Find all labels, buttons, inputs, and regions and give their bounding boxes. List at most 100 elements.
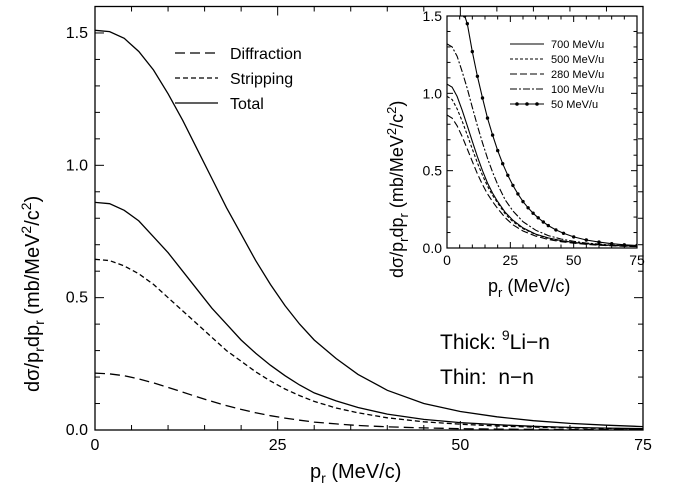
inset-series-4-point bbox=[490, 133, 495, 137]
annotation-thick-pre: Thick: bbox=[440, 331, 502, 354]
inset-series-4-point bbox=[506, 173, 510, 177]
main-y-axis-title-a: dσ/p bbox=[22, 352, 44, 392]
main-y-axis-title-d: /c bbox=[22, 210, 44, 226]
inset-series-4-point bbox=[584, 238, 588, 242]
inset-series-4-point bbox=[541, 220, 545, 224]
inset-series-4-point bbox=[485, 116, 490, 120]
inset-y-axis-title-a: dσ/p bbox=[387, 242, 407, 278]
inset-legend-label-50: 50 MeV/u bbox=[551, 99, 598, 111]
inset-y-axis-title-b: dp bbox=[387, 217, 407, 237]
main-y-axis-title-sub2: r bbox=[31, 320, 47, 325]
main-y-tick-label: 0.0 bbox=[66, 422, 88, 439]
inset-y-axis-title-sup2: 2 bbox=[384, 107, 399, 114]
inset-series-4-point bbox=[496, 148, 500, 153]
inset-series-4 bbox=[464, 16, 637, 247]
main-tick-labels: 0 25 50 75 0.0 0.5 1.0 1.5 bbox=[66, 25, 652, 454]
inset-series-4-point bbox=[501, 162, 505, 166]
main-y-axis-title-sup2: 2 bbox=[18, 202, 34, 210]
inset-y-axis-title-c: (mb/MeV bbox=[387, 135, 407, 213]
inset-series-4-point bbox=[554, 228, 558, 232]
inset-series-4-point bbox=[516, 192, 520, 196]
inset-x-tick-label: 50 bbox=[566, 252, 582, 268]
inset-x-axis-title-sub: r bbox=[498, 285, 503, 300]
main-x-tick-label: 50 bbox=[451, 437, 469, 454]
inset-y-axis-title: dσ/prdpr (mb/MeV2/c2) bbox=[384, 101, 411, 278]
annotation-thin: Thin: n−n bbox=[440, 366, 534, 389]
annotation-thick: Thick: 9Li−n bbox=[440, 327, 550, 354]
inset-legend-label-100: 100 MeV/u bbox=[551, 84, 604, 96]
main-y-axis-title-c: (mb/MeV bbox=[22, 233, 44, 320]
main-curves bbox=[95, 29, 643, 430]
main-x-tick-label: 25 bbox=[269, 437, 287, 454]
legend-label-total: Total bbox=[230, 96, 264, 113]
inset-y-axis-title-d: /c bbox=[387, 114, 407, 128]
main-series-0 bbox=[95, 29, 643, 428]
main-ticks bbox=[94, 6, 644, 431]
main-y-axis-title: dσ/prdpr (mb/MeV2/c2) bbox=[18, 196, 47, 392]
inset-series-4-point bbox=[531, 211, 535, 215]
inset-legend-label-700: 700 MeV/u bbox=[551, 39, 604, 51]
main-y-tick-label: 1.0 bbox=[66, 157, 88, 174]
inset-legend-label-280: 280 MeV/u bbox=[551, 69, 604, 81]
main-x-tick-label: 75 bbox=[634, 437, 652, 454]
inset-y-tick-label: 1.5 bbox=[423, 8, 443, 24]
inset-plot-frame bbox=[446, 15, 638, 249]
annotation-thick-post: Li−n bbox=[510, 331, 550, 354]
inset-y-axis-title-e: ) bbox=[387, 101, 407, 107]
main-x-tick-label: 0 bbox=[91, 437, 100, 454]
inset-series-4-point bbox=[536, 216, 540, 220]
inset-legend-dot-50a bbox=[515, 102, 519, 106]
main-series-3 bbox=[95, 372, 643, 430]
inset-y-axis-title-sub1: r bbox=[396, 237, 411, 242]
main-y-axis-title-sub1: r bbox=[31, 347, 47, 352]
inset-series-4-point bbox=[572, 235, 576, 239]
main-plot: 0 25 50 75 0.0 0.5 1.0 1.5 Diffraction Strippin… bbox=[18, 5, 652, 486]
inset-y-tick-label: 1.0 bbox=[423, 85, 443, 101]
inset-legend-dot-50b bbox=[525, 102, 529, 106]
inset-x-tick-label: 75 bbox=[629, 252, 645, 268]
legend-label-stripping: Stripping bbox=[230, 71, 293, 88]
main-y-axis-title-sup: 2 bbox=[18, 226, 34, 234]
inset-series-4-point bbox=[546, 223, 550, 228]
inset-series-2 bbox=[447, 114, 637, 248]
main-x-axis-title-rest: (MeV/c) bbox=[326, 461, 402, 483]
inset-y-tick-label: 0.0 bbox=[423, 240, 443, 256]
main-y-axis-title-e: ) bbox=[22, 196, 44, 203]
inset-series-4-point bbox=[511, 183, 515, 188]
inset-series-4-point bbox=[465, 22, 469, 26]
main-x-axis-title-sub: r bbox=[321, 470, 326, 486]
inset-series-3 bbox=[447, 43, 637, 247]
inset-x-tick-label: 0 bbox=[443, 252, 451, 268]
inset-series-4-point bbox=[610, 242, 614, 246]
main-series-2 bbox=[95, 258, 643, 430]
inset-series-4-point bbox=[561, 231, 566, 235]
main-y-tick-label: 0.5 bbox=[66, 290, 88, 307]
inset-curves bbox=[447, 16, 637, 248]
inset-series-4-point bbox=[475, 74, 480, 79]
annotation-thin-text: Thin: n−n bbox=[440, 366, 534, 389]
inset-y-axis-title-sub2: r bbox=[396, 212, 411, 217]
inset-tick-labels: 0 25 50 75 0.0 0.5 1.0 1.5 bbox=[423, 8, 645, 268]
main-legend: Diffraction Stripping Total bbox=[175, 46, 302, 113]
inset-x-tick-label: 25 bbox=[503, 252, 519, 268]
inset-legend-label-500: 500 MeV/u bbox=[551, 54, 604, 66]
inset-series-4-point bbox=[597, 240, 601, 244]
inset-series-4-point bbox=[526, 206, 530, 210]
inset-series-4-point bbox=[470, 49, 474, 54]
legend-label-diffraction: Diffraction bbox=[230, 46, 302, 63]
main-y-tick-label: 1.5 bbox=[66, 25, 88, 42]
main-x-axis-title: pr (MeV/c) bbox=[310, 461, 401, 486]
inset-legend: 700 MeV/u 500 MeV/u 280 MeV/u 100 MeV/u … bbox=[510, 39, 604, 111]
inset-x-axis-title-base: p bbox=[488, 276, 498, 296]
inset-background bbox=[447, 16, 637, 248]
inset-x-axis-title: pr (MeV/c) bbox=[488, 276, 570, 300]
inset-legend-dot-50c bbox=[535, 102, 539, 106]
inset-x-axis-title-rest: (MeV/c) bbox=[502, 276, 570, 296]
main-y-axis-title-b: dp bbox=[22, 325, 44, 347]
main-x-axis-title-base: p bbox=[310, 461, 321, 483]
inset-series-4-point bbox=[521, 199, 525, 204]
inset-y-axis-title-sup: 2 bbox=[384, 128, 399, 135]
inset-y-tick-label: 0.5 bbox=[423, 163, 443, 179]
inset-ticks bbox=[446, 15, 638, 249]
